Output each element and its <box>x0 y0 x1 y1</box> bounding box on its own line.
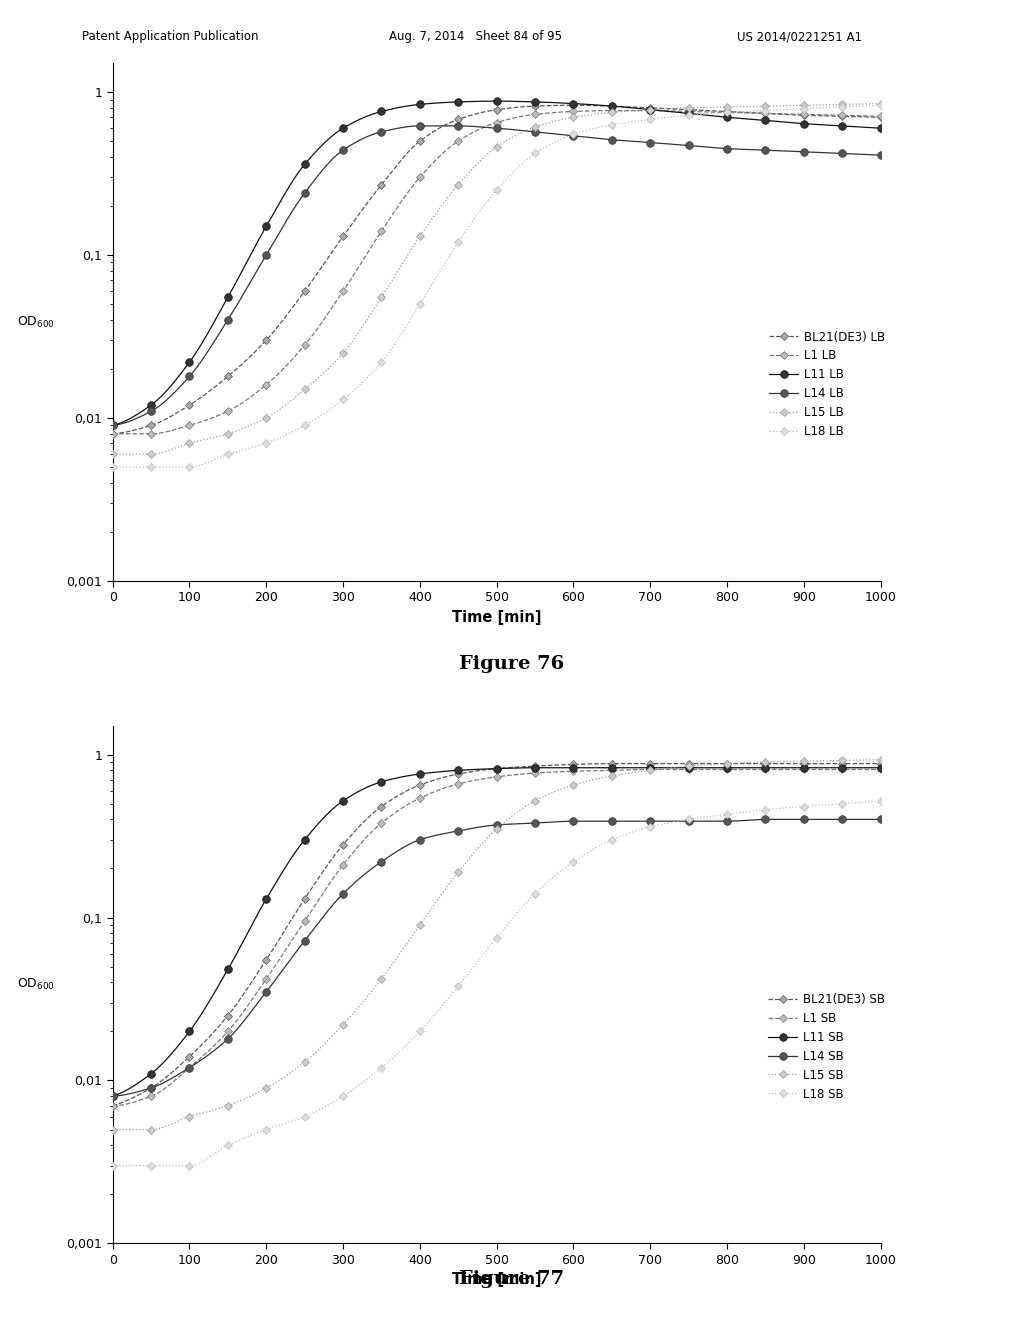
Y-axis label: OD$_{600}$: OD$_{600}$ <box>17 977 54 993</box>
Text: Figure 76: Figure 76 <box>460 655 564 673</box>
Text: US 2014/0221251 A1: US 2014/0221251 A1 <box>737 30 862 44</box>
Text: Aug. 7, 2014   Sheet 84 of 95: Aug. 7, 2014 Sheet 84 of 95 <box>389 30 562 44</box>
Text: Figure 77: Figure 77 <box>460 1270 564 1288</box>
Legend: BL21(DE3) LB, L1 LB, L11 LB, L14 LB, L15 LB, L18 LB: BL21(DE3) LB, L1 LB, L11 LB, L14 LB, L15… <box>764 326 890 442</box>
X-axis label: Time [min]: Time [min] <box>452 610 542 624</box>
Legend: BL21(DE3) SB, L1 SB, L11 SB, L14 SB, L15 SB, L18 SB: BL21(DE3) SB, L1 SB, L11 SB, L14 SB, L15… <box>763 989 890 1105</box>
X-axis label: Time [min]: Time [min] <box>452 1272 542 1287</box>
Y-axis label: OD$_{600}$: OD$_{600}$ <box>17 314 54 330</box>
Text: Patent Application Publication: Patent Application Publication <box>82 30 258 44</box>
